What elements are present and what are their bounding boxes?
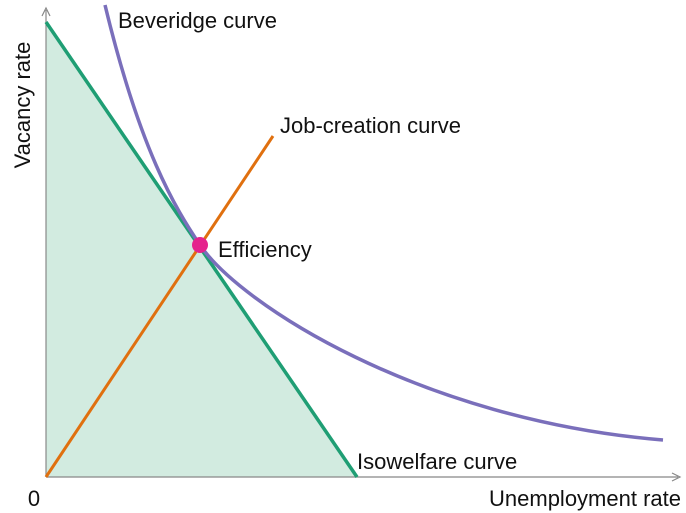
beveridge-line [103,4,664,442]
isowelfare-label: Isowelfare curve [357,449,517,474]
efficiency-label: Efficiency [218,237,312,262]
x-axis-arrow [671,472,682,482]
x-axis-label: Unemployment rate [489,486,681,511]
efficiency-point [192,237,208,253]
y-axis-label: Vacancy rate [10,42,35,169]
job-creation-label: Job-creation curve [280,113,461,138]
beveridge-label: Beveridge curve [118,8,277,33]
job-creation-line [44,135,275,478]
y-axis-arrow [41,6,51,17]
origin-label: 0 [28,486,40,511]
